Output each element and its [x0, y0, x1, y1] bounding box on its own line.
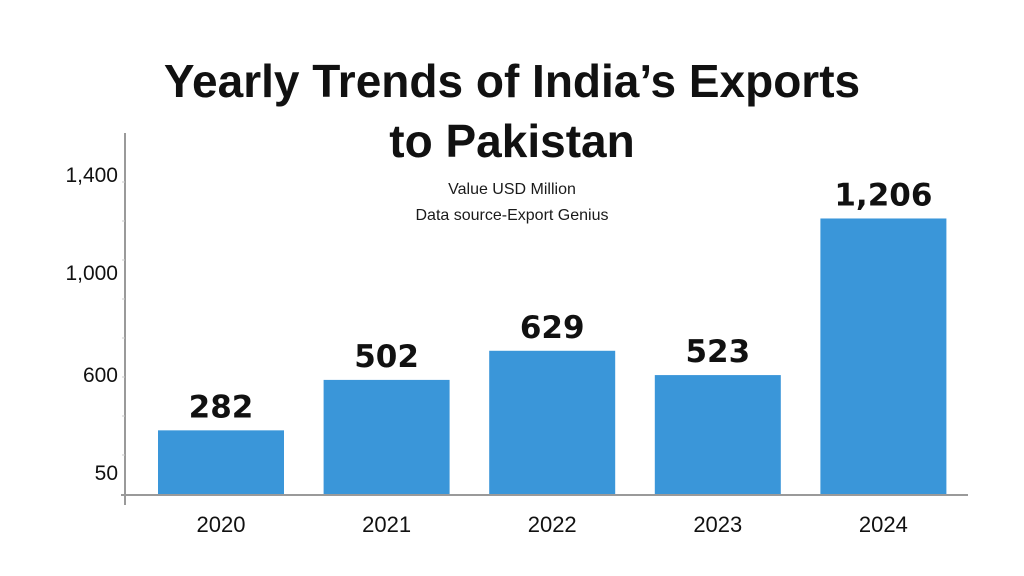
x-tick-2020: 2020 — [197, 512, 246, 537]
y-tick-50: 50 — [95, 462, 118, 485]
bar-2023 — [654, 375, 781, 495]
bar-2022 — [489, 350, 616, 495]
y-tick-1000: 1,000 — [65, 262, 118, 285]
chart-subtitle-source: Data source-Export Genius — [416, 207, 609, 224]
chart-subtitle-units: Value USD Million — [448, 181, 576, 198]
bar-2021 — [323, 379, 450, 495]
data-label-2024: 1,206 — [834, 177, 932, 213]
chart-title-line-2: to Pakistan — [389, 115, 634, 167]
data-label-2022: 629 — [520, 310, 585, 346]
chart-title-line-1: Yearly Trends of India’s Exports — [164, 55, 860, 107]
bar-2024 — [820, 218, 947, 495]
data-label-2021: 502 — [354, 339, 419, 375]
data-label-2023: 523 — [685, 334, 750, 370]
x-tick-2022: 2022 — [528, 512, 577, 537]
bar-2020 — [158, 430, 284, 495]
plot-area: 282 2020 502 2021 629 2022 523 2023 1,206 2024 50 6… — [65, 133, 968, 537]
x-tick-2021: 2021 — [362, 512, 411, 537]
y-tick-600: 600 — [83, 364, 118, 387]
data-label-2020: 282 — [189, 389, 254, 425]
x-tick-2023: 2023 — [693, 512, 742, 537]
y-tick-1400: 1,400 — [65, 164, 118, 187]
x-tick-2024: 2024 — [859, 512, 908, 537]
